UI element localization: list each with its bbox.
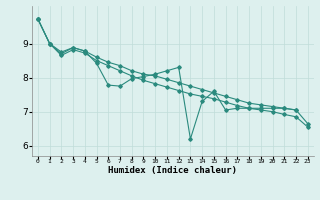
X-axis label: Humidex (Indice chaleur): Humidex (Indice chaleur) bbox=[108, 166, 237, 175]
